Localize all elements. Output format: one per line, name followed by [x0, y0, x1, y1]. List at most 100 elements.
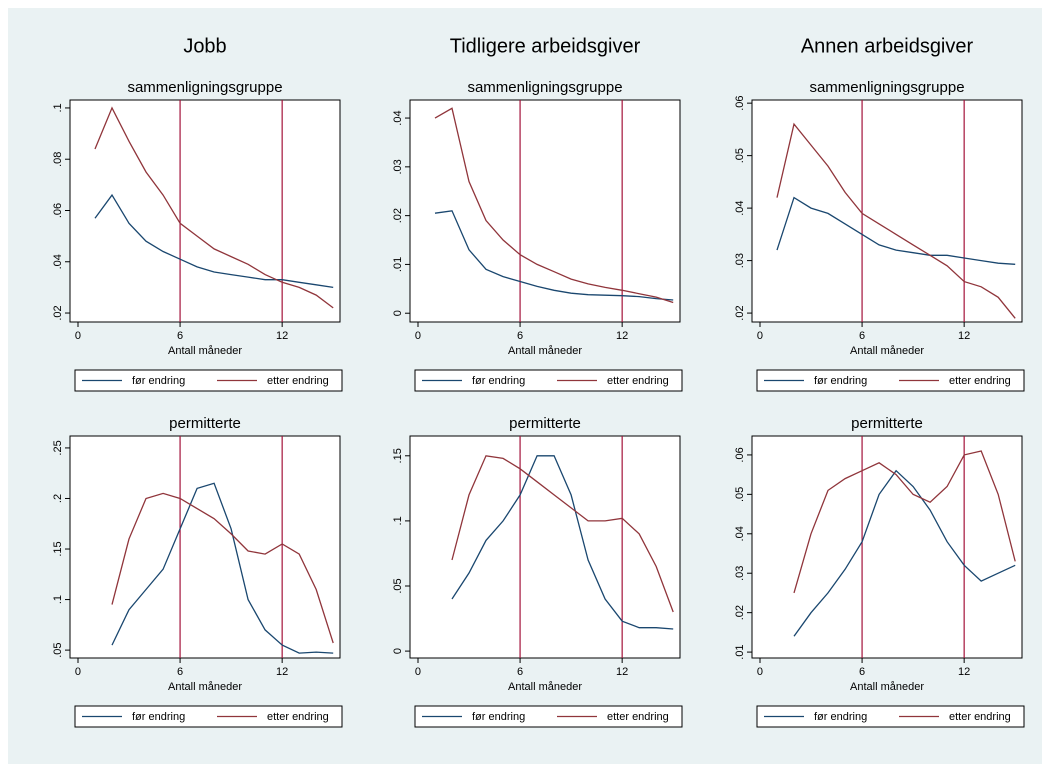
y-tick-label: .06	[52, 203, 64, 218]
x-tick-label: 6	[859, 666, 865, 678]
x-tick-label: 0	[415, 330, 421, 342]
y-tick-label: .03	[734, 566, 746, 581]
y-tick-label: .1	[52, 595, 64, 604]
y-tick-label: .01	[734, 644, 746, 659]
legend-label: etter endring	[607, 711, 669, 723]
legend-label: etter endring	[607, 375, 669, 387]
legend	[74, 369, 343, 392]
line-series	[451, 455, 674, 630]
y-tick-label: .05	[734, 148, 746, 163]
y-tick-label: 0	[392, 648, 404, 654]
y-tick-label: .02	[52, 305, 64, 320]
plot-area	[751, 435, 1023, 659]
y-tick-label: .1	[392, 516, 404, 525]
y-tick-label: .04	[734, 526, 746, 541]
y-tick-label: .05	[392, 578, 404, 593]
column-title: Tidligere arbeidsgiver	[450, 35, 641, 57]
plot-area	[69, 99, 341, 323]
legend-label: etter endring	[949, 711, 1011, 723]
subtitle: sammenligningsgruppe	[467, 79, 622, 96]
y-tick-label: .08	[52, 152, 64, 167]
y-tick-label: .01	[392, 257, 404, 272]
x-tick-label: 12	[616, 666, 628, 678]
y-tick-label: 0	[392, 310, 404, 316]
x-axis-label: Antall måneder	[508, 345, 582, 357]
line-series	[451, 455, 674, 613]
y-tick-label: .1	[52, 103, 64, 112]
line-series	[776, 196, 1016, 265]
legend-label: etter endring	[267, 711, 329, 723]
subtitle: permitterte	[169, 415, 241, 432]
column-title: Annen arbeidsgiver	[801, 35, 974, 57]
x-axis-label: Antall måneder	[850, 681, 924, 693]
y-tick-label: .04	[52, 254, 64, 269]
x-tick-label: 6	[859, 330, 865, 342]
subtitle: permitterte	[509, 415, 581, 432]
line-series	[111, 482, 334, 654]
legend-label: før endring	[132, 711, 185, 723]
y-tick-label: .05	[52, 642, 64, 657]
legend	[74, 705, 343, 728]
x-tick-label: 0	[75, 330, 81, 342]
legend-label: før endring	[472, 711, 525, 723]
column-title: Jobb	[183, 35, 226, 57]
x-tick-label: 6	[517, 666, 523, 678]
y-tick-label: .04	[392, 110, 404, 125]
y-tick-label: .25	[52, 440, 64, 455]
subtitle: sammenligningsgruppe	[127, 79, 282, 96]
legend-label: før endring	[472, 375, 525, 387]
y-tick-label: .06	[734, 96, 746, 111]
x-axis-label: Antall måneder	[168, 681, 242, 693]
x-tick-label: 0	[757, 330, 763, 342]
y-tick-label: .02	[392, 208, 404, 223]
x-tick-label: 6	[517, 330, 523, 342]
y-tick-label: .15	[392, 448, 404, 463]
x-tick-label: 12	[616, 330, 628, 342]
y-tick-label: .15	[52, 541, 64, 556]
y-tick-label: .2	[52, 494, 64, 503]
x-tick-label: 0	[757, 666, 763, 678]
legend	[756, 705, 1025, 728]
legend-label: før endring	[132, 375, 185, 387]
y-tick-label: .02	[734, 605, 746, 620]
x-tick-label: 6	[177, 330, 183, 342]
x-tick-label: 0	[415, 666, 421, 678]
legend-label: før endring	[814, 711, 867, 723]
x-axis-label: Antall måneder	[168, 345, 242, 357]
legend-label: etter endring	[267, 375, 329, 387]
x-axis-label: Antall måneder	[508, 681, 582, 693]
plot-area	[69, 435, 341, 659]
line-series	[434, 210, 674, 301]
line-series	[94, 193, 334, 289]
line-series	[793, 469, 1016, 637]
line-series	[793, 450, 1016, 594]
legend-label: før endring	[814, 375, 867, 387]
x-axis-label: Antall måneder	[850, 345, 924, 357]
line-series	[434, 107, 674, 304]
plot-area	[409, 435, 681, 659]
plot-area	[409, 99, 681, 323]
x-tick-label: 6	[177, 666, 183, 678]
legend	[414, 705, 683, 728]
line-series	[111, 492, 334, 644]
x-tick-label: 0	[75, 666, 81, 678]
line-series	[776, 122, 1016, 319]
subtitle: sammenligningsgruppe	[809, 79, 964, 96]
x-tick-label: 12	[958, 330, 970, 342]
subtitle: permitterte	[851, 415, 923, 432]
legend	[756, 369, 1025, 392]
x-tick-label: 12	[276, 666, 288, 678]
y-tick-label: .02	[734, 305, 746, 320]
legend-label: etter endring	[949, 375, 1011, 387]
legend	[414, 369, 683, 392]
y-tick-label: .03	[392, 159, 404, 174]
line-series	[94, 106, 334, 309]
y-tick-label: .06	[734, 447, 746, 462]
y-tick-label: .04	[734, 200, 746, 215]
x-tick-label: 12	[276, 330, 288, 342]
y-tick-label: .03	[734, 253, 746, 268]
x-tick-label: 12	[958, 666, 970, 678]
y-tick-label: .05	[734, 487, 746, 502]
